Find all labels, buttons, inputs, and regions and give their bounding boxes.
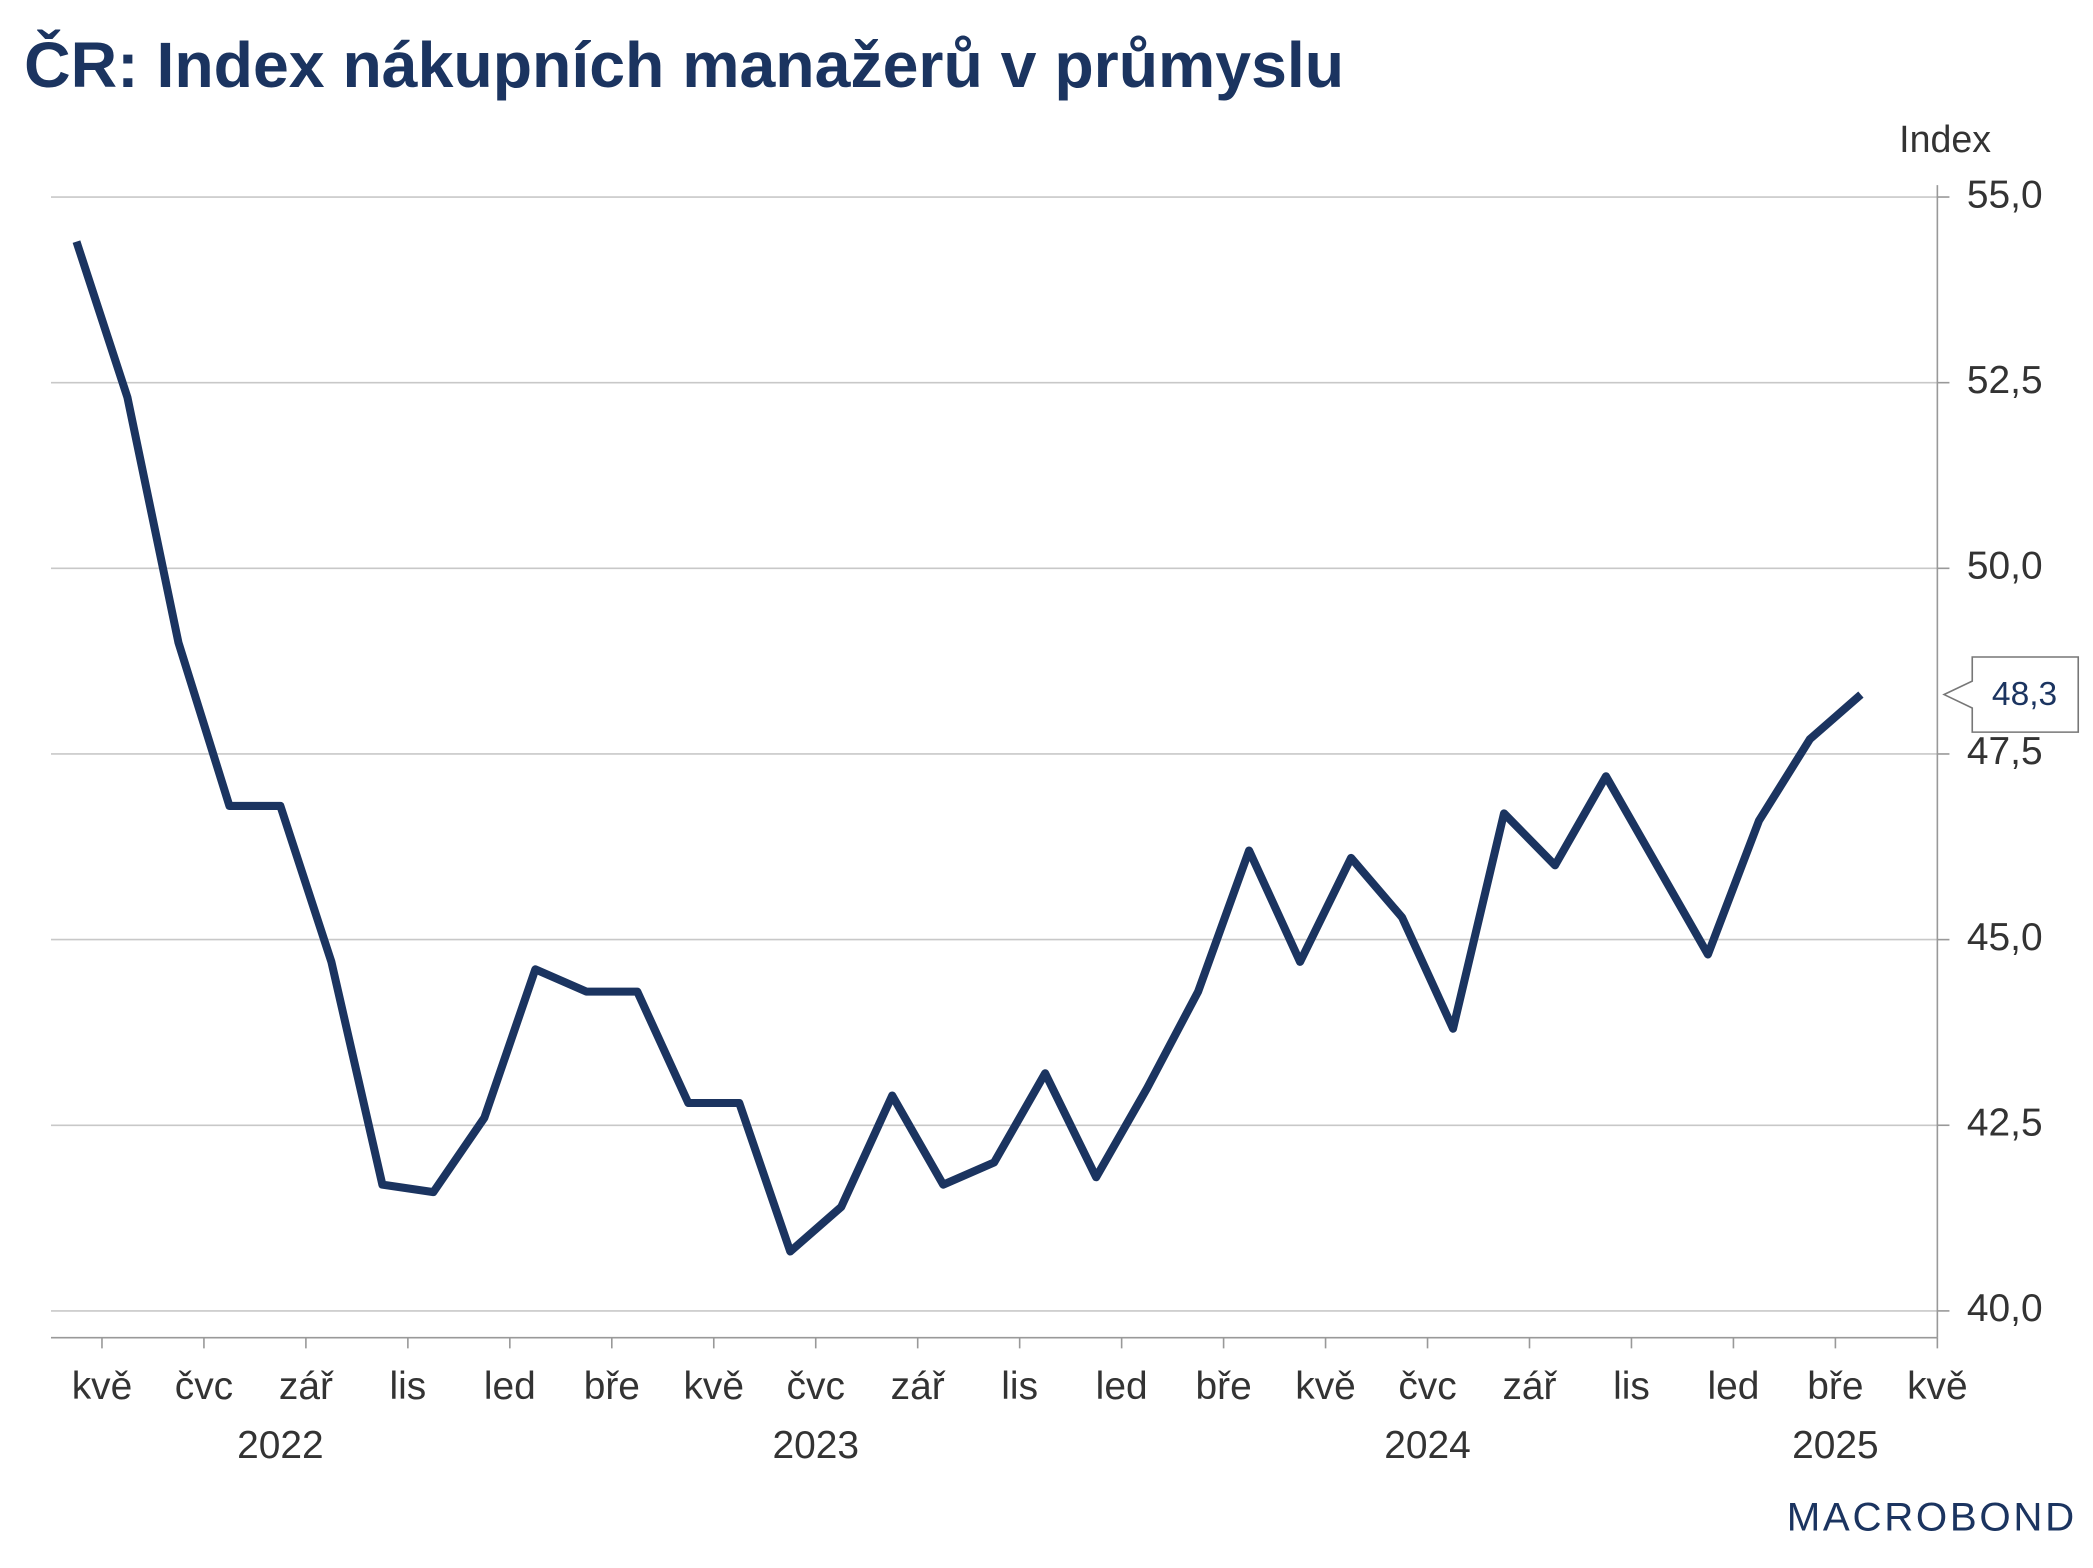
x-tick-label: bře <box>1807 1365 1863 1408</box>
x-tick-label: zář <box>1502 1365 1557 1408</box>
x-tick-label: led <box>484 1365 536 1408</box>
x-tick-label: zář <box>891 1365 946 1408</box>
x-tick-label: lis <box>390 1365 427 1408</box>
year-label: 2022 <box>237 1424 324 1467</box>
x-tick-label: lis <box>1613 1365 1650 1408</box>
y-tick-label: 42,5 <box>1967 1102 2043 1145</box>
x-tick-label: kvě <box>684 1365 745 1408</box>
value-callout <box>1942 656 2080 733</box>
chart-title: ČR: Index nákupních manažerů v průmyslu <box>24 28 1344 101</box>
x-tick-label: bře <box>584 1365 640 1408</box>
y-tick-label: 55,0 <box>1967 173 2043 216</box>
year-label: 2025 <box>1792 1424 1879 1467</box>
y-tick-label: 47,5 <box>1967 730 2043 773</box>
x-tick-label: kvě <box>72 1365 133 1408</box>
x-tick-label: zář <box>279 1365 334 1408</box>
y-axis-label: Index <box>1899 118 1991 160</box>
x-tick-label: led <box>1096 1365 1148 1408</box>
x-tick-label: kvě <box>1295 1365 1356 1408</box>
x-tick-label: led <box>1707 1365 1759 1408</box>
y-tick-label: 40,0 <box>1967 1287 2043 1330</box>
x-tick-label: čvc <box>175 1365 233 1408</box>
x-tick-label: čvc <box>1398 1365 1456 1408</box>
y-tick-label: 45,0 <box>1967 916 2043 959</box>
x-tick-label: čvc <box>787 1365 845 1408</box>
x-tick-label: lis <box>1001 1365 1038 1408</box>
y-tick-label: 52,5 <box>1967 359 2043 402</box>
logo: MACROBOND <box>1787 1495 2077 1540</box>
year-label: 2023 <box>772 1424 859 1467</box>
line <box>72 240 1864 1256</box>
x-tick-label: bře <box>1195 1365 1251 1408</box>
y-tick-label: 50,0 <box>1967 545 2043 588</box>
value-label: 48,3 <box>1992 676 2057 713</box>
year-label: 2024 <box>1384 1424 1471 1467</box>
x-tick-label: kvě <box>1907 1365 1968 1408</box>
